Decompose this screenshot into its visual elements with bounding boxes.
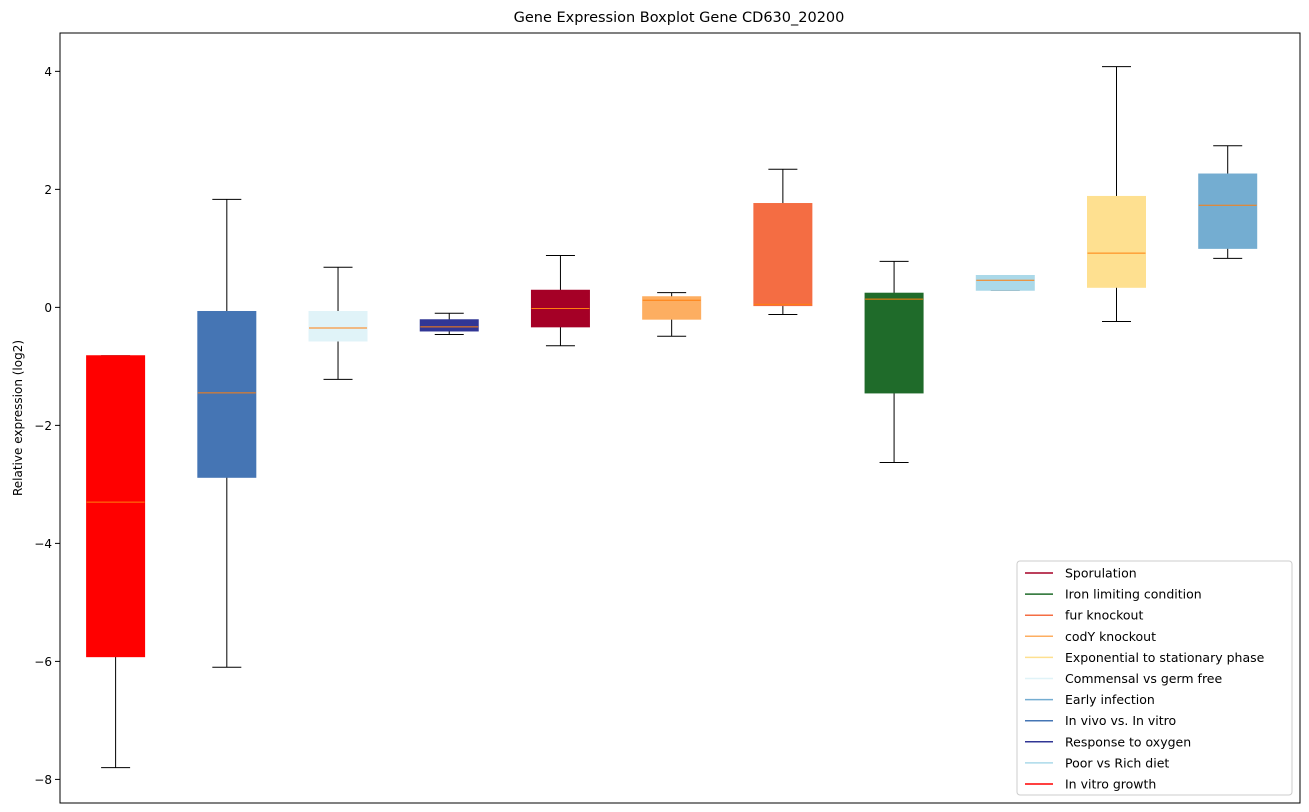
y-tick-label: 4 <box>44 65 52 79</box>
box-body <box>308 310 368 342</box>
box-cody-knockout <box>642 292 702 337</box>
box-body <box>753 203 813 307</box>
box-exponential-to-stationary-phase <box>1087 66 1147 323</box>
legend-label: In vitro growth <box>1065 777 1156 792</box>
box-body <box>197 310 257 478</box>
box-iron-limiting-condition <box>864 260 924 464</box>
legend-label: Poor vs Rich diet <box>1065 755 1169 770</box>
y-tick-label: −6 <box>34 655 52 669</box>
box-body <box>86 355 146 658</box>
box-fur-knockout <box>753 168 813 315</box>
box-body <box>419 319 479 332</box>
box-body <box>642 296 702 320</box>
y-tick-label: −4 <box>34 537 52 551</box>
box-sporulation <box>530 254 590 347</box>
legend-label: Early infection <box>1065 692 1155 707</box>
legend-label: Iron limiting condition <box>1065 587 1202 602</box>
box-in-vitro-growth <box>86 355 146 769</box>
y-axis: 4 2 0 −2 −4 −6 −8 <box>34 65 60 787</box>
boxes-group <box>86 66 1258 769</box>
box-body <box>1087 195 1147 288</box>
y-tick-label: 2 <box>44 183 52 197</box>
box-body <box>1198 173 1258 249</box>
box-in-vivo-vs-in-vitro <box>197 198 257 668</box>
y-tick-label: −2 <box>34 419 52 433</box>
box-response-to-oxygen <box>419 312 479 336</box>
legend-label: Response to oxygen <box>1065 734 1191 749</box>
y-tick-label: 0 <box>44 301 52 315</box>
box-early-infection <box>1198 145 1258 259</box>
legend-label: In vivo vs. In vitro <box>1065 713 1176 728</box>
chart-title: Gene Expression Boxplot Gene CD630_20200 <box>514 10 845 26</box>
plot-frame <box>59 32 1301 804</box>
legend: Sporulation Iron limiting condition fur kn… <box>1016 560 1293 796</box>
box-poor-vs-rich-diet <box>975 275 1035 291</box>
legend-label: fur knockout <box>1065 608 1143 623</box>
y-tick-label: −8 <box>34 773 52 787</box>
box-commensal-vs-germ-free <box>308 266 368 380</box>
legend-label: codY knockout <box>1065 629 1156 644</box>
y-axis-label: Relative expression (log2) <box>11 340 25 496</box>
legend-label: Sporulation <box>1065 566 1137 581</box>
legend-label: Exponential to stationary phase <box>1065 650 1265 665</box>
legend-label: Commensal vs germ free <box>1065 671 1222 686</box>
box-body <box>975 275 1035 291</box>
box-body <box>864 292 924 394</box>
legend-frame <box>1016 560 1293 796</box>
